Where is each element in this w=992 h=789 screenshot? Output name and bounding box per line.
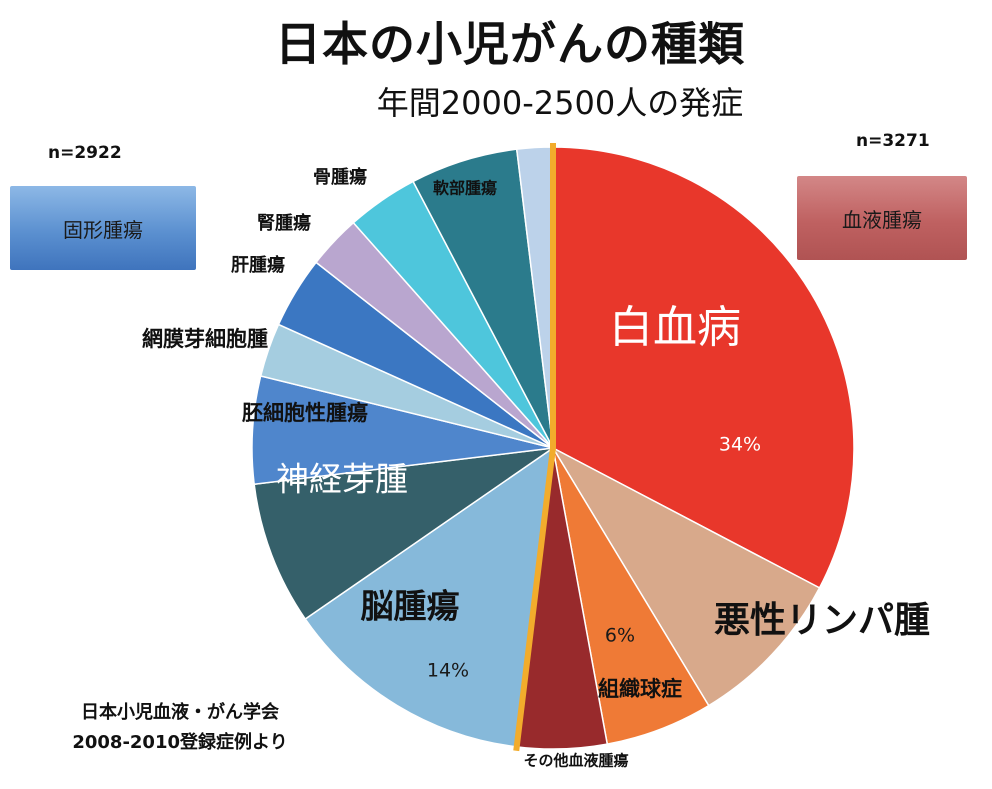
group-divider-line: [513, 143, 556, 752]
slice-label-7: 網膜芽細胞腫: [142, 327, 268, 351]
blood-tumor-legend-box: 血液腫瘍: [797, 176, 967, 260]
source-line-1: 日本小児血液・がん学会: [81, 702, 279, 723]
slice-label-0: 白血病: [609, 302, 741, 353]
slice-label-11: 軟部腫瘍: [433, 179, 497, 198]
slice-label-4: 脳腫瘍: [361, 587, 460, 626]
slice-value-label-0: 34%: [719, 434, 761, 456]
pie-slice-1: [550, 446, 821, 707]
slice-label-6: 胚細胞性腫瘍: [242, 401, 368, 425]
source-line-2: 2008-2010登録症例より: [72, 732, 288, 753]
pie-slice-5: [253, 447, 554, 621]
pie-slice-0: [552, 146, 855, 589]
source-note: 日本小児血液・がん学会 2008-2010登録症例より: [20, 698, 340, 758]
blood-count-label: n=3271: [856, 131, 930, 151]
slice-label-10: 骨腫瘍: [313, 166, 367, 188]
slice-value-label-2: 6%: [605, 625, 635, 647]
slice-label-2: 組織球症: [598, 677, 682, 701]
slice-label-9: 腎腫瘍: [257, 212, 311, 234]
slice-label-5: 神経芽腫: [276, 460, 408, 499]
solid-tumor-legend-box: 固形腫瘍: [10, 186, 196, 270]
slice-label-3: その他血液腫瘍: [523, 752, 628, 770]
slice-value-label-4: 14%: [427, 660, 469, 682]
blood-tumor-legend-label: 血液腫瘍: [842, 207, 922, 232]
chart-subtitle: 年間2000-2500人の発症: [376, 84, 744, 122]
chart-title: 日本の小児がんの種類: [275, 17, 745, 71]
pie-slice-4: [304, 446, 554, 748]
slice-label-8: 肝腫瘍: [231, 254, 285, 276]
slice-label-1: 悪性リンパ腫: [714, 600, 930, 641]
solid-count-label: n=2922: [48, 143, 122, 163]
solid-tumor-legend-label: 固形腫瘍: [63, 217, 143, 242]
